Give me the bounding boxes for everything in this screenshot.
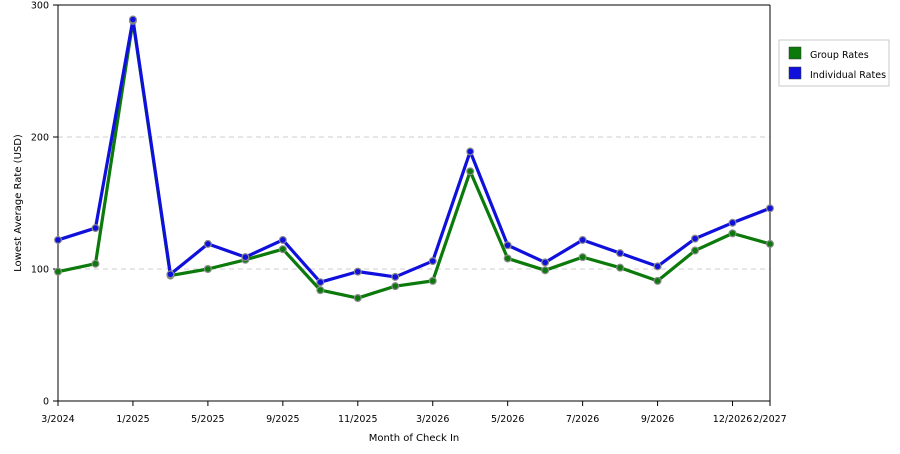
data-point-individual-rates-18 [728, 218, 737, 227]
x-tick-label-4: 11/2025 [338, 414, 377, 425]
data-point-individual-rates-5 [241, 253, 250, 262]
data-point-individual-rates-17 [691, 234, 700, 243]
y-tick-label-300: 300 [31, 1, 49, 12]
x-tick-label-7: 7/2026 [566, 414, 599, 425]
data-point-group-rates-12 [503, 254, 512, 263]
gridlines [58, 136, 770, 270]
data-point-individual-rates-19 [765, 204, 774, 213]
x-tick-label-9: 12/2026 [713, 414, 752, 425]
data-point-group-rates-1 [91, 259, 100, 268]
data-point-individual-rates-12 [503, 241, 512, 250]
x-tick-label-6: 5/2026 [491, 414, 524, 425]
legend-label-individual-rates: Individual Rates [810, 70, 886, 81]
legend-swatch-individual-rates [788, 66, 802, 80]
data-point-group-rates-4 [203, 265, 212, 274]
data-point-individual-rates-14 [578, 235, 587, 244]
data-point-individual-rates-11 [466, 147, 475, 156]
data-point-individual-rates-9 [391, 272, 400, 281]
data-point-group-rates-16 [653, 276, 662, 285]
data-point-group-rates-6 [278, 245, 287, 254]
series [53, 15, 774, 303]
x-axis-label: Month of Check In [369, 433, 460, 444]
axes [57, 4, 771, 402]
data-point-individual-rates-1 [91, 224, 100, 233]
data-point-individual-rates-2 [128, 15, 137, 24]
x-tick-label-10: 2/2027 [753, 414, 786, 425]
data-point-group-rates-11 [466, 167, 475, 176]
legend: Group Rates Individual Rates [778, 39, 890, 87]
y-tick-label-0: 0 [43, 397, 49, 408]
data-point-group-rates-9 [391, 282, 400, 291]
y-tick-label-100: 100 [31, 265, 49, 276]
data-point-group-rates-15 [616, 263, 625, 272]
data-point-individual-rates-7 [316, 278, 325, 287]
x-tick-label-3: 9/2025 [266, 414, 299, 425]
data-point-individual-rates-8 [353, 267, 362, 276]
data-point-group-rates-19 [765, 239, 774, 248]
data-point-individual-rates-0 [53, 235, 62, 244]
y-axis-label: Lowest Average Rate (USD) [13, 134, 24, 272]
x-tick-label-1: 1/2025 [116, 414, 149, 425]
data-point-group-rates-13 [541, 266, 550, 275]
legend-swatch-group-rates [788, 46, 802, 60]
data-point-individual-rates-15 [616, 249, 625, 258]
x-tick-label-2: 5/2025 [191, 414, 224, 425]
data-point-group-rates-14 [578, 253, 587, 262]
x-tick-label-5: 3/2026 [416, 414, 449, 425]
data-point-individual-rates-13 [541, 258, 550, 267]
data-point-group-rates-10 [428, 276, 437, 285]
y-ticks: 0 100 200 300 [31, 1, 58, 408]
data-point-individual-rates-3 [166, 270, 175, 279]
legend-label-group-rates: Group Rates [810, 50, 869, 61]
x-tick-label-0: 3/2024 [41, 414, 74, 425]
data-point-individual-rates-4 [203, 239, 212, 248]
series-line-group-rates [56, 19, 772, 300]
data-point-individual-rates-10 [428, 257, 437, 266]
data-point-individual-rates-6 [278, 235, 287, 244]
series-line-individual-rates [56, 17, 772, 284]
data-point-group-rates-17 [691, 246, 700, 255]
x-tick-label-8: 9/2026 [641, 414, 674, 425]
x-ticks: 3/2024 1/2025 5/2025 9/2025 11/2025 3/2026 5/2… [41, 401, 787, 425]
data-point-group-rates-18 [728, 229, 737, 238]
data-point-group-rates-8 [353, 294, 362, 303]
data-point-individual-rates-16 [653, 262, 662, 271]
y-tick-label-200: 200 [31, 133, 49, 144]
data-point-group-rates-7 [316, 286, 325, 295]
data-point-group-rates-0 [53, 267, 62, 276]
